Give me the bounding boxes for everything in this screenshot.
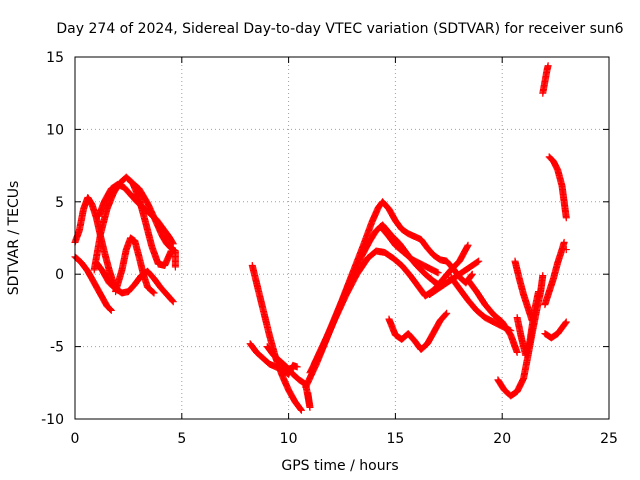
series-track-c [90, 173, 175, 274]
grid [75, 57, 609, 419]
series-track-k [306, 198, 476, 377]
data-point-marker [297, 405, 305, 413]
data-point-marker [474, 258, 482, 266]
data-point-marker [150, 289, 158, 297]
data-points [71, 62, 570, 414]
series-track-v [541, 318, 570, 342]
data-point-marker [562, 214, 570, 222]
x-tick-label: 10 [280, 431, 298, 447]
x-tick-label: 15 [386, 431, 404, 447]
series-track-g [94, 180, 177, 248]
data-point-marker [560, 238, 568, 246]
data-point-marker [468, 271, 476, 279]
data-point-marker [562, 318, 570, 326]
series-track-y [539, 62, 552, 97]
data-point-marker [106, 306, 114, 314]
data-point-marker [535, 288, 543, 296]
data-point-marker [107, 306, 115, 314]
data-point-marker [442, 310, 450, 318]
x-tick-label: 0 [71, 431, 80, 447]
data-point-marker [528, 317, 536, 325]
data-point-marker [468, 270, 476, 278]
data-point-marker [169, 298, 177, 306]
y-tick-label: 5 [55, 195, 64, 211]
x-tick-label: 25 [600, 431, 618, 447]
data-point-marker [562, 319, 570, 327]
series-track-h [248, 262, 305, 414]
y-tick-label: 10 [46, 122, 64, 138]
data-point-marker [293, 363, 301, 371]
data-point-marker [544, 62, 552, 70]
series-track-n [376, 222, 442, 277]
plot-frame [74, 56, 610, 420]
data-point-marker [475, 257, 483, 265]
series-track-o [385, 309, 451, 353]
data-point-marker [434, 269, 442, 277]
data-point-marker [539, 272, 547, 280]
y-tick-label: 15 [46, 50, 64, 66]
chart-title: Day 274 of 2024, Sidereal Day-to-day VTE… [56, 21, 623, 37]
data-point-marker [149, 288, 157, 296]
series-track-t [513, 288, 543, 359]
y-tick-label: 0 [55, 267, 64, 283]
data-point-marker [297, 406, 305, 414]
data-point-marker [562, 246, 570, 254]
series-track-u [511, 257, 536, 325]
data-point-marker [169, 239, 177, 247]
y-axis-label: SDTVAR / TECUs [6, 181, 22, 296]
series-track-l [302, 221, 444, 391]
x-tick-label: 20 [493, 431, 511, 447]
series-track-z [562, 246, 570, 254]
data-point-marker [169, 240, 177, 248]
data-point-marker [464, 241, 472, 249]
data-point-marker [513, 348, 521, 356]
x-axis-label: GPS time / hours [281, 458, 398, 474]
data-point-marker [443, 309, 451, 317]
y-tick-label: -5 [50, 340, 64, 356]
data-point-marker [168, 297, 176, 305]
y-tick-label: -10 [41, 412, 64, 428]
x-tick-label: 5 [177, 431, 186, 447]
data-point-marker [171, 263, 179, 271]
series-track-a [71, 253, 115, 314]
series-track-w [541, 238, 568, 309]
series-track-x [545, 153, 570, 222]
series-track-r [464, 276, 521, 356]
series-track-e [92, 259, 177, 306]
data-point-marker [304, 389, 312, 397]
